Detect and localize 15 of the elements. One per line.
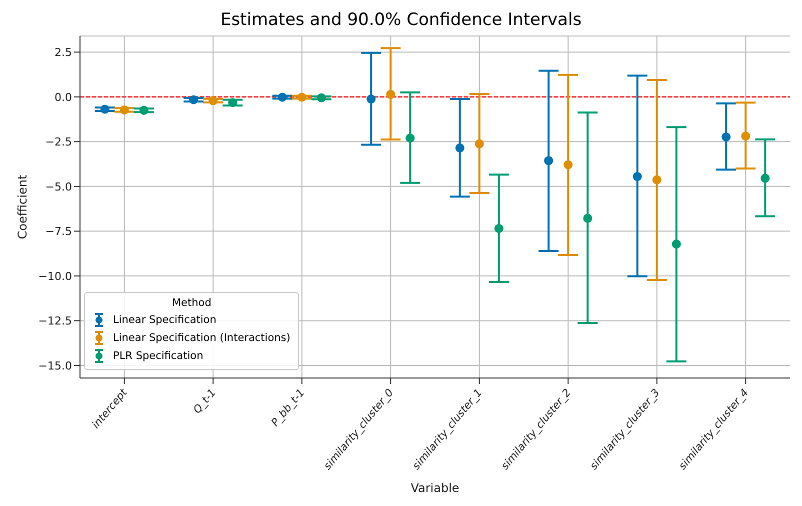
y-tick-label: 2.5 [54,46,72,60]
y-tick-label: −15.0 [38,359,72,372]
chart-title: Estimates and 90.0% Confidence Intervals [219,9,583,32]
y-tick-label: −2.5 [45,136,72,149]
legend-label: Linear Specification [113,313,216,328]
legend-label: PLR Specification [113,349,204,364]
y-tick-label: −10.0 [38,270,72,283]
y-tick-label: −5.0 [45,180,72,194]
legend-label: Linear Specification (Interactions) [113,331,290,346]
x-axis-title: Variable [410,481,460,495]
y-tick-label: −7.5 [45,225,72,238]
y-tick-label: 0.0 [54,90,72,104]
legend-title: Method [170,297,212,309]
y-axis-title: Coefficient [15,174,30,240]
y-tick-label: −12.5 [38,314,72,328]
